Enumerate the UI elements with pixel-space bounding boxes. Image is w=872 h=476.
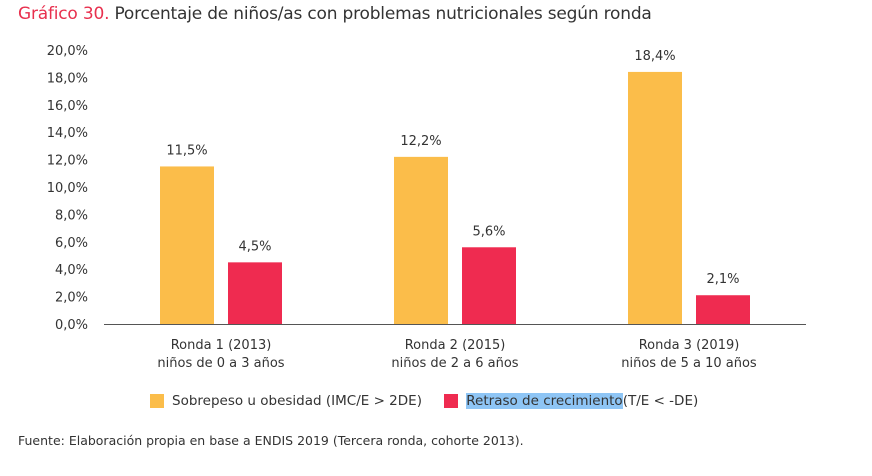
legend-label-sobrepeso: Sobrepeso u obesidad (IMC/E > 2DE) xyxy=(172,393,422,409)
x-category-label: niños de 2 a 6 años xyxy=(391,356,518,371)
bar xyxy=(394,156,448,324)
y-tick-label: 12,0% xyxy=(47,154,88,169)
y-axis: 0,0% 2,0% 4,0% 6,0% 8,0% 10,0% 12,0% 14,0% 16,0%… xyxy=(47,44,88,333)
y-tick-label: 16,0% xyxy=(47,99,88,114)
data-label: 11,5% xyxy=(166,143,207,158)
y-tick-label: 0,0% xyxy=(55,318,88,333)
data-label: 5,6% xyxy=(472,224,505,239)
y-tick-label: 10,0% xyxy=(47,181,88,196)
chart-title-prefix: Gráfico 30. xyxy=(18,4,110,24)
x-axis-categories: Ronda 1 (2013) niños de 0 a 3 años Ronda 2… xyxy=(157,338,757,371)
bar xyxy=(462,247,516,324)
bar xyxy=(628,71,682,324)
data-label: 18,4% xyxy=(634,49,675,64)
legend: Sobrepeso u obesidad (IMC/E > 2DE) Retra… xyxy=(150,393,716,412)
legend-swatch-sobrepeso xyxy=(150,394,164,408)
legend-item-sobrepeso: Sobrepeso u obesidad (IMC/E > 2DE) xyxy=(150,393,422,409)
source-note: Fuente: Elaboración propia en base a END… xyxy=(18,433,524,448)
bar xyxy=(696,295,750,324)
legend-item-retraso: Retraso de crecimiento (T/E < -DE) xyxy=(444,393,698,409)
x-category-label: Ronda 3 (2019) xyxy=(639,338,740,353)
legend-label-retraso-rest: (T/E < -DE) xyxy=(622,393,699,409)
x-category-label: Ronda 1 (2013) xyxy=(171,338,272,353)
data-label: 12,2% xyxy=(400,134,441,149)
y-tick-label: 8,0% xyxy=(55,208,88,223)
y-tick-label: 18,0% xyxy=(47,71,88,86)
bar-chart: 0,0% 2,0% 4,0% 6,0% 8,0% 10,0% 12,0% 14,0% 16,0%… xyxy=(47,44,806,371)
bar xyxy=(160,166,214,324)
x-category-label: niños de 5 a 10 años xyxy=(621,356,757,371)
x-category-label: niños de 0 a 3 años xyxy=(157,356,284,371)
data-label: 4,5% xyxy=(238,239,271,254)
data-labels: 11,5% 4,5% 12,2% 5,6% 18,4% 2,1% xyxy=(166,49,739,287)
data-label: 2,1% xyxy=(706,272,739,287)
y-tick-label: 2,0% xyxy=(55,291,88,306)
legend-label-retraso-highlighted: Retraso de crecimiento xyxy=(466,393,623,409)
y-tick-label: 4,0% xyxy=(55,263,88,278)
chart-title-text: Porcentaje de niños/as con problemas nut… xyxy=(109,4,652,24)
y-tick-label: 6,0% xyxy=(55,236,88,251)
y-tick-label: 20,0% xyxy=(47,44,88,59)
y-tick-label: 14,0% xyxy=(47,126,88,141)
x-category-label: Ronda 2 (2015) xyxy=(405,338,506,353)
bar xyxy=(228,262,282,324)
legend-swatch-retraso xyxy=(444,394,459,408)
bars xyxy=(160,71,750,324)
chart-title: Gráfico 30. Porcentaje de niños/as con p… xyxy=(18,4,652,24)
